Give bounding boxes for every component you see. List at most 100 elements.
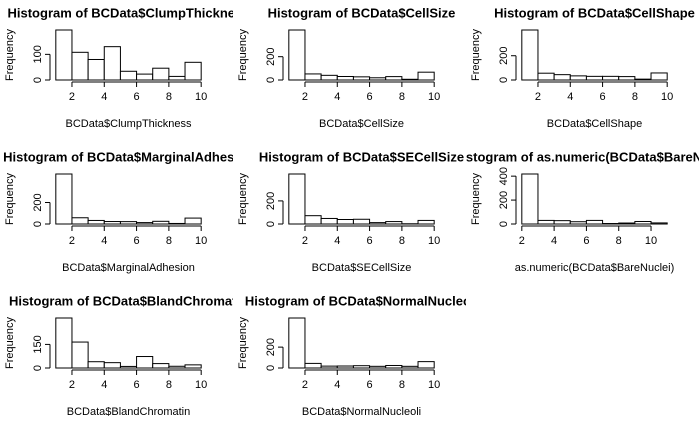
bar [401,365,419,369]
chart-title: Histogram of BCData$CellSize [268,5,456,20]
x-tick-label: 10 [195,235,207,247]
bar [152,363,170,369]
bar [55,317,73,369]
x-tick-label: 10 [428,235,440,247]
y-tick-label: 150 [32,335,44,353]
bar [119,70,138,81]
chart-title: Histogram of BCData$MarginalAdhesion [3,149,254,164]
x-tick-label: 10 [428,379,440,391]
bar [320,74,338,81]
bar [103,46,121,81]
x-axis-label: BCData$MarginalAdhesion [62,262,195,274]
bar [119,365,138,369]
chart-title: Histogram of BCData$CellShape [494,5,695,20]
y-axis-label: Frequency [237,29,249,81]
bar [585,75,604,81]
y-tick-label: 0 [265,221,277,227]
x-tick-label: 2 [535,91,541,103]
x-tick-label: 8 [616,235,622,247]
x-axis-label: BCData$NormalNucleoli [302,406,421,418]
bar [87,219,105,225]
bar [634,78,652,81]
y-tick-label: 0 [498,77,510,83]
x-tick-label: 10 [661,91,673,103]
x-tick-label: 2 [69,379,75,391]
bar [304,362,322,369]
x-tick-label: 6 [367,91,373,103]
bar [618,76,636,81]
x-tick-label: 6 [134,91,140,103]
bar [304,215,322,225]
histogram-panel: Histogram of BCData$CellSize BCData$CellS… [237,5,456,129]
bar [634,220,652,225]
bar [288,173,306,225]
bar [168,365,186,369]
x-tick-label: 2 [302,91,308,103]
bar [55,173,73,225]
y-tick-label: 0 [265,365,277,371]
x-axis-label: BCData$ClumpThickness [66,118,192,130]
x-tick-label: 6 [134,235,140,247]
bar [369,365,387,369]
y-tick-label: 200 [32,193,44,211]
x-tick-label: 2 [302,235,308,247]
bar [537,219,555,225]
x-tick-label: 4 [567,91,573,103]
y-tick-label: 200 [498,47,510,65]
bar [569,75,587,81]
bar [352,76,371,81]
bar [569,221,587,225]
chart-title: Histogram of as.numeric(BCData$BareNucle… [453,149,700,164]
x-tick-label: 10 [195,91,207,103]
x-tick-label: 6 [583,235,589,247]
bar [71,51,89,81]
y-axis-label: Frequency [4,29,16,81]
histogram-panel: Histogram of BCData$NormalNucleoli BCData… [237,293,466,418]
y-axis-label: Frequency [237,317,249,369]
x-tick-label: 6 [367,379,373,391]
bar [602,75,620,81]
bar [521,29,539,81]
y-axis-label: Frequency [237,173,249,225]
x-tick-label: 4 [101,379,107,391]
bar [87,361,105,369]
x-tick-label: 8 [399,379,405,391]
bar [184,217,202,225]
bar [136,222,154,225]
x-tick-label: 2 [519,235,525,247]
x-axis-label: BCData$BlandChromatin [67,406,191,418]
chart-title: Histogram of BCData$ClumpThickness [8,5,250,20]
y-axis-label: Frequency [470,173,482,225]
y-tick-label: 0 [265,77,277,83]
x-tick-label: 4 [101,91,107,103]
bar [304,73,322,81]
y-tick-label: 100 [32,45,44,63]
bar [650,222,668,225]
x-tick-label: 2 [69,91,75,103]
bar [585,219,604,225]
x-axis-label: as.numeric(BCData$BareNuclei) [515,262,675,274]
x-axis-label: BCData$SECellSize [312,262,412,274]
bar [87,58,105,81]
histogram-panel: Histogram of BCData$SECellSize BCData$SEC… [237,149,464,273]
bar [336,75,354,81]
bar [184,61,202,81]
x-tick-label: 4 [334,235,340,247]
bar [136,356,154,369]
x-axis-label: BCData$CellSize [319,118,404,130]
bar [521,173,539,225]
y-tick-label: 400 [498,167,510,185]
y-tick-label: 200 [265,192,277,210]
x-tick-label: 4 [101,235,107,247]
bar [71,341,89,369]
histogram-panel: Histogram of BCData$ClumpThickness BCData… [4,5,250,130]
bar [553,220,571,225]
y-tick-label: 200 [265,48,277,66]
x-tick-label: 8 [166,235,172,247]
x-tick-label: 8 [399,91,405,103]
x-tick-label: 4 [334,91,340,103]
chart-title: Histogram of BCData$BlandChromatin [9,293,248,308]
bar [352,365,371,369]
bar [369,77,387,81]
bar [288,317,306,369]
